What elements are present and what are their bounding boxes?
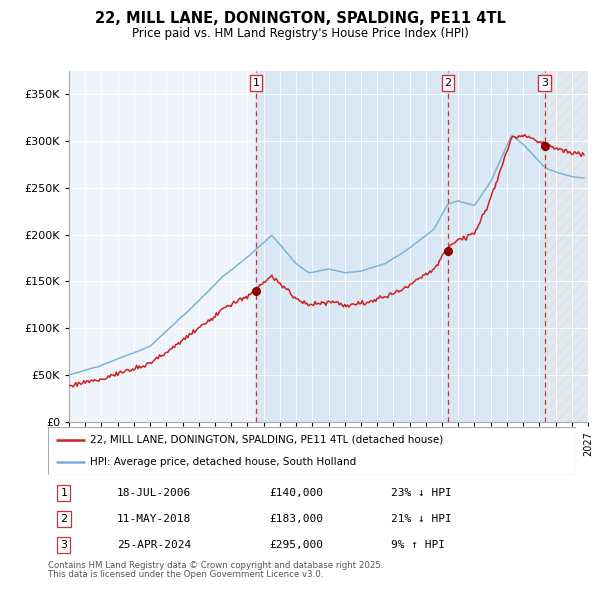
Text: 18-JUL-2006: 18-JUL-2006 xyxy=(116,488,191,498)
Text: This data is licensed under the Open Government Licence v3.0.: This data is licensed under the Open Gov… xyxy=(48,570,323,579)
Text: 2: 2 xyxy=(445,78,451,88)
Point xyxy=(443,246,452,255)
Text: Contains HM Land Registry data © Crown copyright and database right 2025.: Contains HM Land Registry data © Crown c… xyxy=(48,560,383,569)
Text: 2: 2 xyxy=(60,514,67,524)
Text: HPI: Average price, detached house, South Holland: HPI: Average price, detached house, Sout… xyxy=(90,457,356,467)
Point xyxy=(540,141,550,150)
Text: 3: 3 xyxy=(541,78,548,88)
Text: 11-MAY-2018: 11-MAY-2018 xyxy=(116,514,191,524)
Text: 3: 3 xyxy=(61,540,67,550)
Text: 1: 1 xyxy=(61,488,67,498)
Text: 9% ↑ HPI: 9% ↑ HPI xyxy=(391,540,445,550)
Bar xyxy=(256,71,448,422)
Text: 25-APR-2024: 25-APR-2024 xyxy=(116,540,191,550)
Bar xyxy=(448,71,545,422)
Text: 22, MILL LANE, DONINGTON, SPALDING, PE11 4TL: 22, MILL LANE, DONINGTON, SPALDING, PE11… xyxy=(95,11,505,25)
Text: Price paid vs. HM Land Registry's House Price Index (HPI): Price paid vs. HM Land Registry's House … xyxy=(131,27,469,40)
Text: £295,000: £295,000 xyxy=(270,540,324,550)
Text: 21% ↓ HPI: 21% ↓ HPI xyxy=(391,514,452,524)
Point xyxy=(251,286,261,296)
Text: 1: 1 xyxy=(253,78,260,88)
Text: £140,000: £140,000 xyxy=(270,488,324,498)
Text: 22, MILL LANE, DONINGTON, SPALDING, PE11 4TL (detached house): 22, MILL LANE, DONINGTON, SPALDING, PE11… xyxy=(90,435,443,445)
Text: 23% ↓ HPI: 23% ↓ HPI xyxy=(391,488,452,498)
Bar xyxy=(545,71,596,422)
Text: £183,000: £183,000 xyxy=(270,514,324,524)
